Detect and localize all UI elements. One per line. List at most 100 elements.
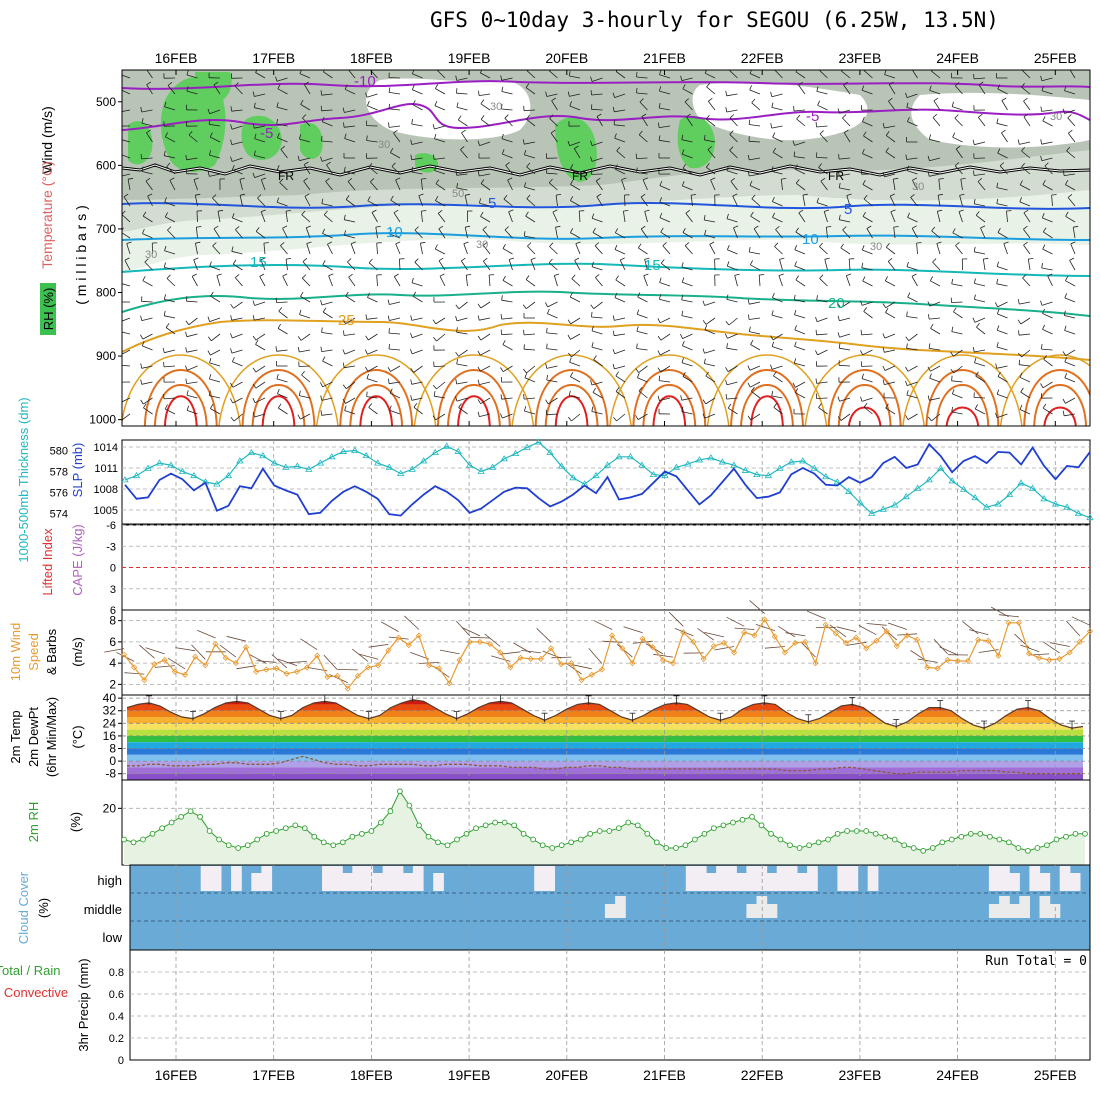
wind-barb-feather bbox=[591, 342, 594, 348]
wind-barb-feather bbox=[773, 371, 777, 377]
wind-barb bbox=[906, 347, 918, 351]
rh2m-point bbox=[796, 845, 803, 851]
tick-label: -8 bbox=[105, 767, 116, 781]
wind-barb-feather bbox=[1003, 241, 1009, 244]
cloud-high-cell bbox=[200, 866, 212, 891]
thickness-point bbox=[833, 478, 841, 485]
wind-barb-feather bbox=[207, 336, 212, 342]
wind-barb bbox=[367, 297, 378, 303]
wind-barb bbox=[973, 77, 986, 80]
wind-barb bbox=[861, 301, 873, 306]
wind-barb-feather bbox=[905, 336, 910, 341]
pressure-tick: 900 bbox=[96, 349, 116, 363]
wind-barb bbox=[573, 148, 581, 159]
wind-barb-feather bbox=[418, 193, 424, 196]
wind-barb-feather bbox=[636, 326, 639, 332]
thickness-point bbox=[672, 463, 681, 470]
wind-barb bbox=[727, 365, 738, 372]
wind-barb bbox=[682, 168, 693, 175]
wind-barb bbox=[636, 172, 648, 175]
wind-barb bbox=[710, 179, 716, 191]
thickness-point bbox=[534, 438, 543, 445]
wind-barb bbox=[321, 397, 333, 401]
rh2m-point bbox=[254, 836, 261, 843]
wind-barb-feather bbox=[681, 294, 684, 300]
wind10-point bbox=[659, 656, 666, 664]
rh2m-point bbox=[320, 839, 327, 846]
wind-barb bbox=[816, 333, 828, 336]
wind-barb bbox=[636, 313, 648, 319]
wind-barb bbox=[501, 397, 513, 400]
wind-barb bbox=[884, 381, 896, 385]
wind-barb bbox=[974, 251, 986, 255]
wind-barb bbox=[439, 276, 446, 287]
wind-barb bbox=[435, 88, 446, 95]
wind-barb-feather bbox=[706, 82, 711, 88]
wind10-barb bbox=[846, 641, 867, 646]
thickness-point bbox=[155, 459, 164, 466]
wind10-barb bbox=[632, 640, 653, 644]
wind10-barb bbox=[866, 623, 887, 626]
wind-barb-feather bbox=[164, 197, 167, 203]
wind-barb-feather bbox=[389, 229, 392, 235]
wind-barb bbox=[911, 276, 918, 287]
wind-barb bbox=[232, 397, 243, 404]
wind-barb bbox=[479, 381, 491, 385]
wind-barb bbox=[906, 394, 918, 399]
wind-barb-feather bbox=[297, 155, 300, 161]
wind-barb bbox=[638, 134, 648, 143]
rh2m-point bbox=[920, 847, 927, 854]
wind-barb-feather bbox=[702, 399, 707, 405]
wind-barb-feather bbox=[501, 104, 503, 110]
wind-barb-feather bbox=[885, 307, 889, 313]
wind-barb bbox=[164, 250, 176, 255]
wind-barb-feather bbox=[972, 139, 975, 145]
wind-barb-feather bbox=[567, 334, 571, 340]
wind-barb-feather bbox=[749, 260, 754, 265]
wind-barb-feather bbox=[252, 300, 255, 306]
wind-barb-feather bbox=[277, 403, 282, 409]
wind-barb bbox=[706, 86, 716, 95]
wind-barb bbox=[861, 397, 873, 402]
wind-barb bbox=[344, 219, 356, 223]
wind-barb bbox=[570, 296, 581, 303]
wind-barb-feather bbox=[552, 209, 558, 213]
wind-barb bbox=[164, 349, 176, 354]
wind-barb-feather bbox=[747, 382, 751, 388]
wind-barb-feather bbox=[1017, 319, 1022, 325]
wind-barb-feather bbox=[976, 323, 980, 328]
wind-barb-feather bbox=[213, 81, 219, 86]
wind-barb-feather bbox=[1042, 180, 1046, 185]
wind-barb bbox=[816, 157, 828, 159]
boundary-isotherm bbox=[437, 369, 511, 426]
wind-barb bbox=[704, 349, 716, 354]
wind-barb bbox=[525, 215, 536, 223]
dewpt-line bbox=[127, 755, 1083, 775]
wind-barb-feather bbox=[234, 82, 239, 87]
wind10-barb bbox=[881, 626, 898, 641]
wind-barb bbox=[729, 70, 738, 79]
thickness-line bbox=[124, 441, 1091, 519]
date-label: 17FEB bbox=[252, 50, 295, 66]
wind-barb bbox=[907, 296, 918, 303]
wind-barb bbox=[772, 136, 783, 143]
wind-barb-feather bbox=[502, 243, 506, 249]
wind-barb bbox=[277, 88, 288, 95]
wind10-point bbox=[1056, 655, 1063, 662]
wind-barb-feather bbox=[573, 145, 579, 149]
wind-barb-feather bbox=[795, 227, 799, 233]
wind-barb bbox=[210, 349, 221, 356]
wind-barb bbox=[164, 155, 176, 159]
isotherm-label: 15 bbox=[644, 257, 661, 274]
rh-label: 30 bbox=[912, 181, 924, 193]
thickness-point bbox=[971, 493, 979, 501]
wind10-barb bbox=[785, 632, 806, 637]
wind-barb bbox=[907, 413, 918, 420]
wind10-point bbox=[1015, 619, 1022, 626]
wind-barb-feather bbox=[412, 291, 417, 297]
wind-barb bbox=[411, 397, 423, 401]
wind10-point bbox=[649, 644, 656, 651]
wind-barb bbox=[816, 202, 828, 207]
wind10-point bbox=[334, 672, 341, 679]
wind-barb-feather bbox=[681, 134, 684, 140]
